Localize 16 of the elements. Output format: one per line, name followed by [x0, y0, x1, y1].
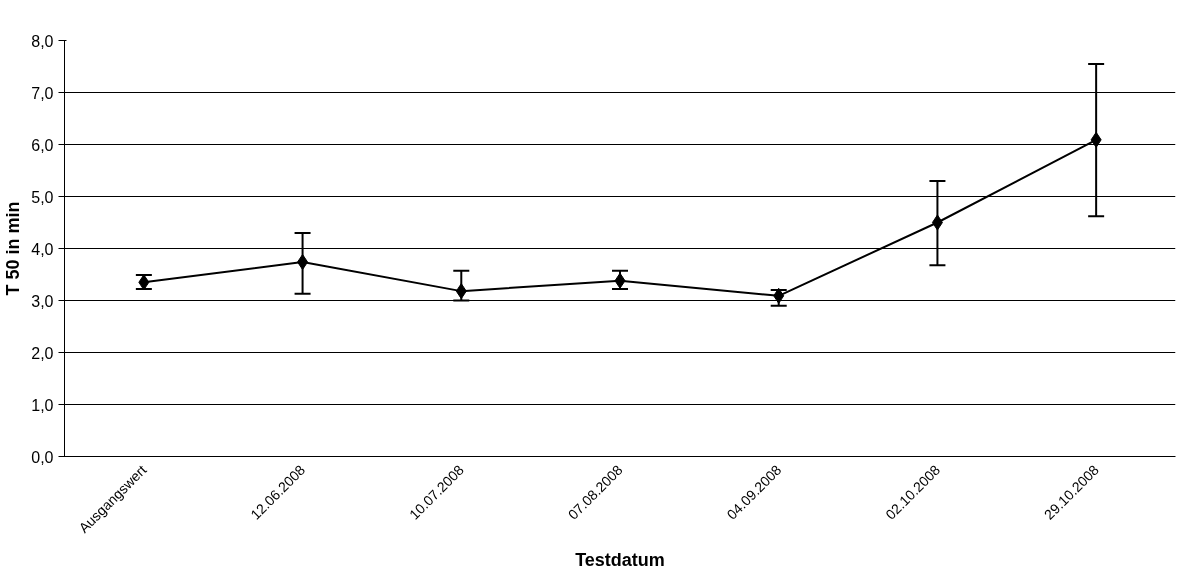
x-axis-title: Testdatum	[575, 549, 665, 570]
y-tick-label: 6,0	[31, 136, 54, 154]
point	[455, 283, 467, 300]
y-tick-label: 3,0	[31, 292, 54, 310]
y-tick-label: 0,0	[31, 448, 54, 466]
y-tick-label: 7,0	[31, 84, 54, 102]
y-tick-label: 4,0	[31, 240, 54, 258]
point	[297, 254, 309, 271]
y-axis-title: T 50 in min	[3, 201, 24, 296]
point	[931, 214, 943, 231]
y-tick-label: 8,0	[31, 32, 54, 50]
y-tick-label: 5,0	[31, 188, 54, 206]
point	[773, 287, 785, 304]
point	[1090, 131, 1102, 148]
y-tick-label: 1,0	[31, 396, 54, 414]
y-tick-label: 2,0	[31, 344, 54, 362]
